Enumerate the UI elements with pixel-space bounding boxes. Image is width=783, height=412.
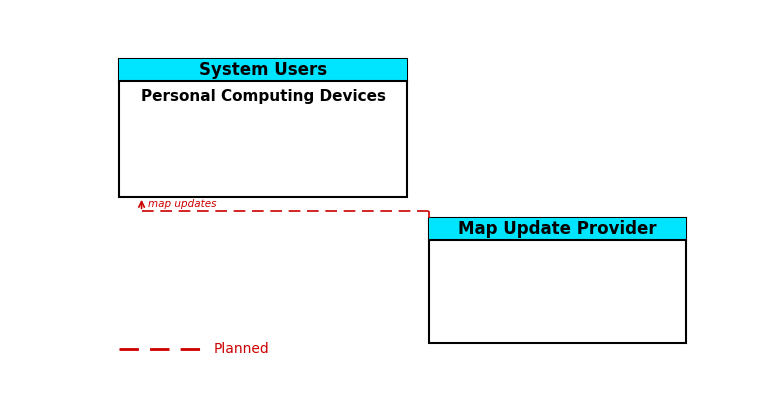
Bar [428,218,687,343]
Bar [119,59,407,81]
Bar [428,218,687,240]
Bar [119,59,407,197]
Text: Personal Computing Devices: Personal Computing Devices [141,89,386,104]
Text: map updates: map updates [148,199,217,209]
Text: Planned: Planned [213,342,269,356]
Text: Map Update Provider: Map Update Provider [458,220,657,238]
Text: System Users: System Users [199,61,327,79]
